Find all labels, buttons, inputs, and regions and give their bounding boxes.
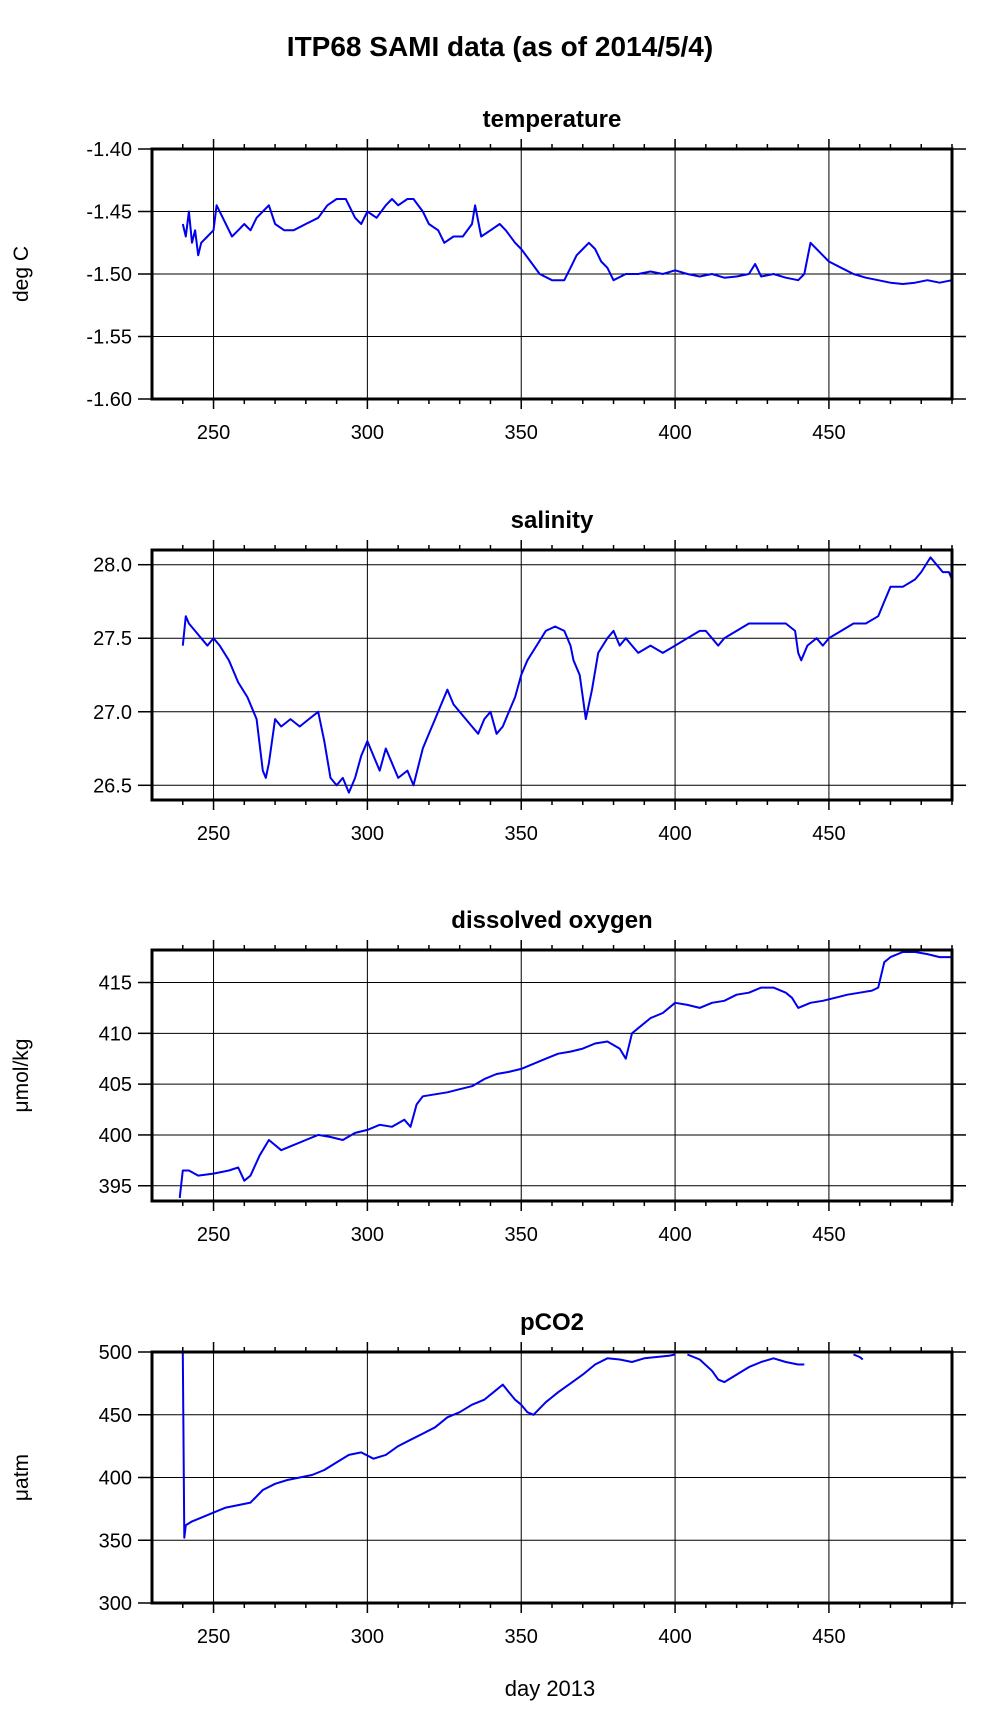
x-tick-label: 450 (812, 1224, 845, 1246)
y-tick-label: -1.45 (86, 202, 132, 224)
panel-title: salinity (511, 507, 594, 534)
y-tick-label: 500 (99, 1342, 132, 1364)
y-tick-label: 28.0 (93, 555, 132, 577)
y-axis-label: μatm (10, 1454, 33, 1501)
y-axis-label: deg C (10, 246, 33, 302)
chart-panel-2: salinity 250 300 350 400 450 26.5 27.0 27.5 28.0 (93, 507, 966, 845)
series-line-1 (181, 1351, 864, 1539)
x-tick-label: 300 (351, 422, 384, 444)
y-tick-label: 400 (99, 1468, 132, 1490)
y-tick-label: 400 (99, 1125, 132, 1147)
y-tick-label: 300 (99, 1593, 132, 1615)
panel-title: pCO2 (520, 1309, 584, 1336)
chart-panel-1: temperature 250 300 350 400 450 -1.60 -1.55 -1.5… (10, 106, 966, 444)
plot-frame (150, 147, 954, 401)
chart-panel-4: pCO2 250 300 350 400 450 300 350 400 450 500 μatm (10, 1309, 966, 1648)
chart-panel-3: dissolved oxygen 250 300 350 400 450 395 400 405… (10, 907, 966, 1246)
y-tick-label: 26.5 (93, 775, 132, 797)
x-tick-label: 400 (658, 1626, 691, 1648)
y-axis-label: μmol/kg (10, 1039, 33, 1113)
x-tick-label: 400 (658, 1224, 691, 1246)
x-tick-label: 350 (505, 422, 538, 444)
x-tick-label: 450 (812, 823, 845, 845)
series-line-1 (181, 198, 953, 285)
figure-title: ITP68 SAMI data (as of 2014/5/4) (287, 31, 713, 62)
x-axis-label: day 2013 (505, 1676, 596, 1701)
series-line-1 (178, 951, 952, 1199)
y-tick-label: 27.5 (93, 628, 132, 650)
x-tick-label: 350 (505, 823, 538, 845)
chart-panels: temperature 250 300 350 400 450 -1.60 -1.55 -1.5… (10, 106, 966, 1648)
y-tick-label: 405 (99, 1074, 132, 1096)
x-tick-label: 300 (351, 823, 384, 845)
x-tick-label: 250 (197, 1224, 230, 1246)
y-tick-label: -1.60 (86, 389, 132, 411)
panel-title: temperature (483, 106, 622, 133)
y-tick-label: -1.50 (86, 264, 132, 286)
y-tick-label: 410 (99, 1023, 132, 1045)
x-tick-label: 250 (197, 422, 230, 444)
x-tick-label: 450 (812, 422, 845, 444)
x-tick-label: 350 (505, 1626, 538, 1648)
x-tick-label: 300 (351, 1224, 384, 1246)
y-tick-label: -1.40 (86, 139, 132, 161)
x-tick-label: 400 (658, 422, 691, 444)
y-tick-label: 415 (99, 973, 132, 995)
series-line-1 (181, 556, 953, 794)
x-tick-label: 350 (505, 1224, 538, 1246)
plot-frame (150, 548, 954, 802)
y-tick-label: 450 (99, 1405, 132, 1427)
y-tick-label: 27.0 (93, 702, 132, 724)
panel-title: dissolved oxygen (451, 907, 652, 934)
plot-frame (150, 1350, 954, 1605)
plot-frame (150, 948, 954, 1203)
x-tick-label: 250 (197, 823, 230, 845)
x-tick-label: 400 (658, 823, 691, 845)
x-tick-label: 450 (812, 1626, 845, 1648)
x-tick-label: 250 (197, 1626, 230, 1648)
y-tick-label: -1.55 (86, 327, 132, 349)
y-tick-label: 350 (99, 1530, 132, 1552)
y-tick-label: 395 (99, 1176, 132, 1198)
x-tick-label: 300 (351, 1626, 384, 1648)
